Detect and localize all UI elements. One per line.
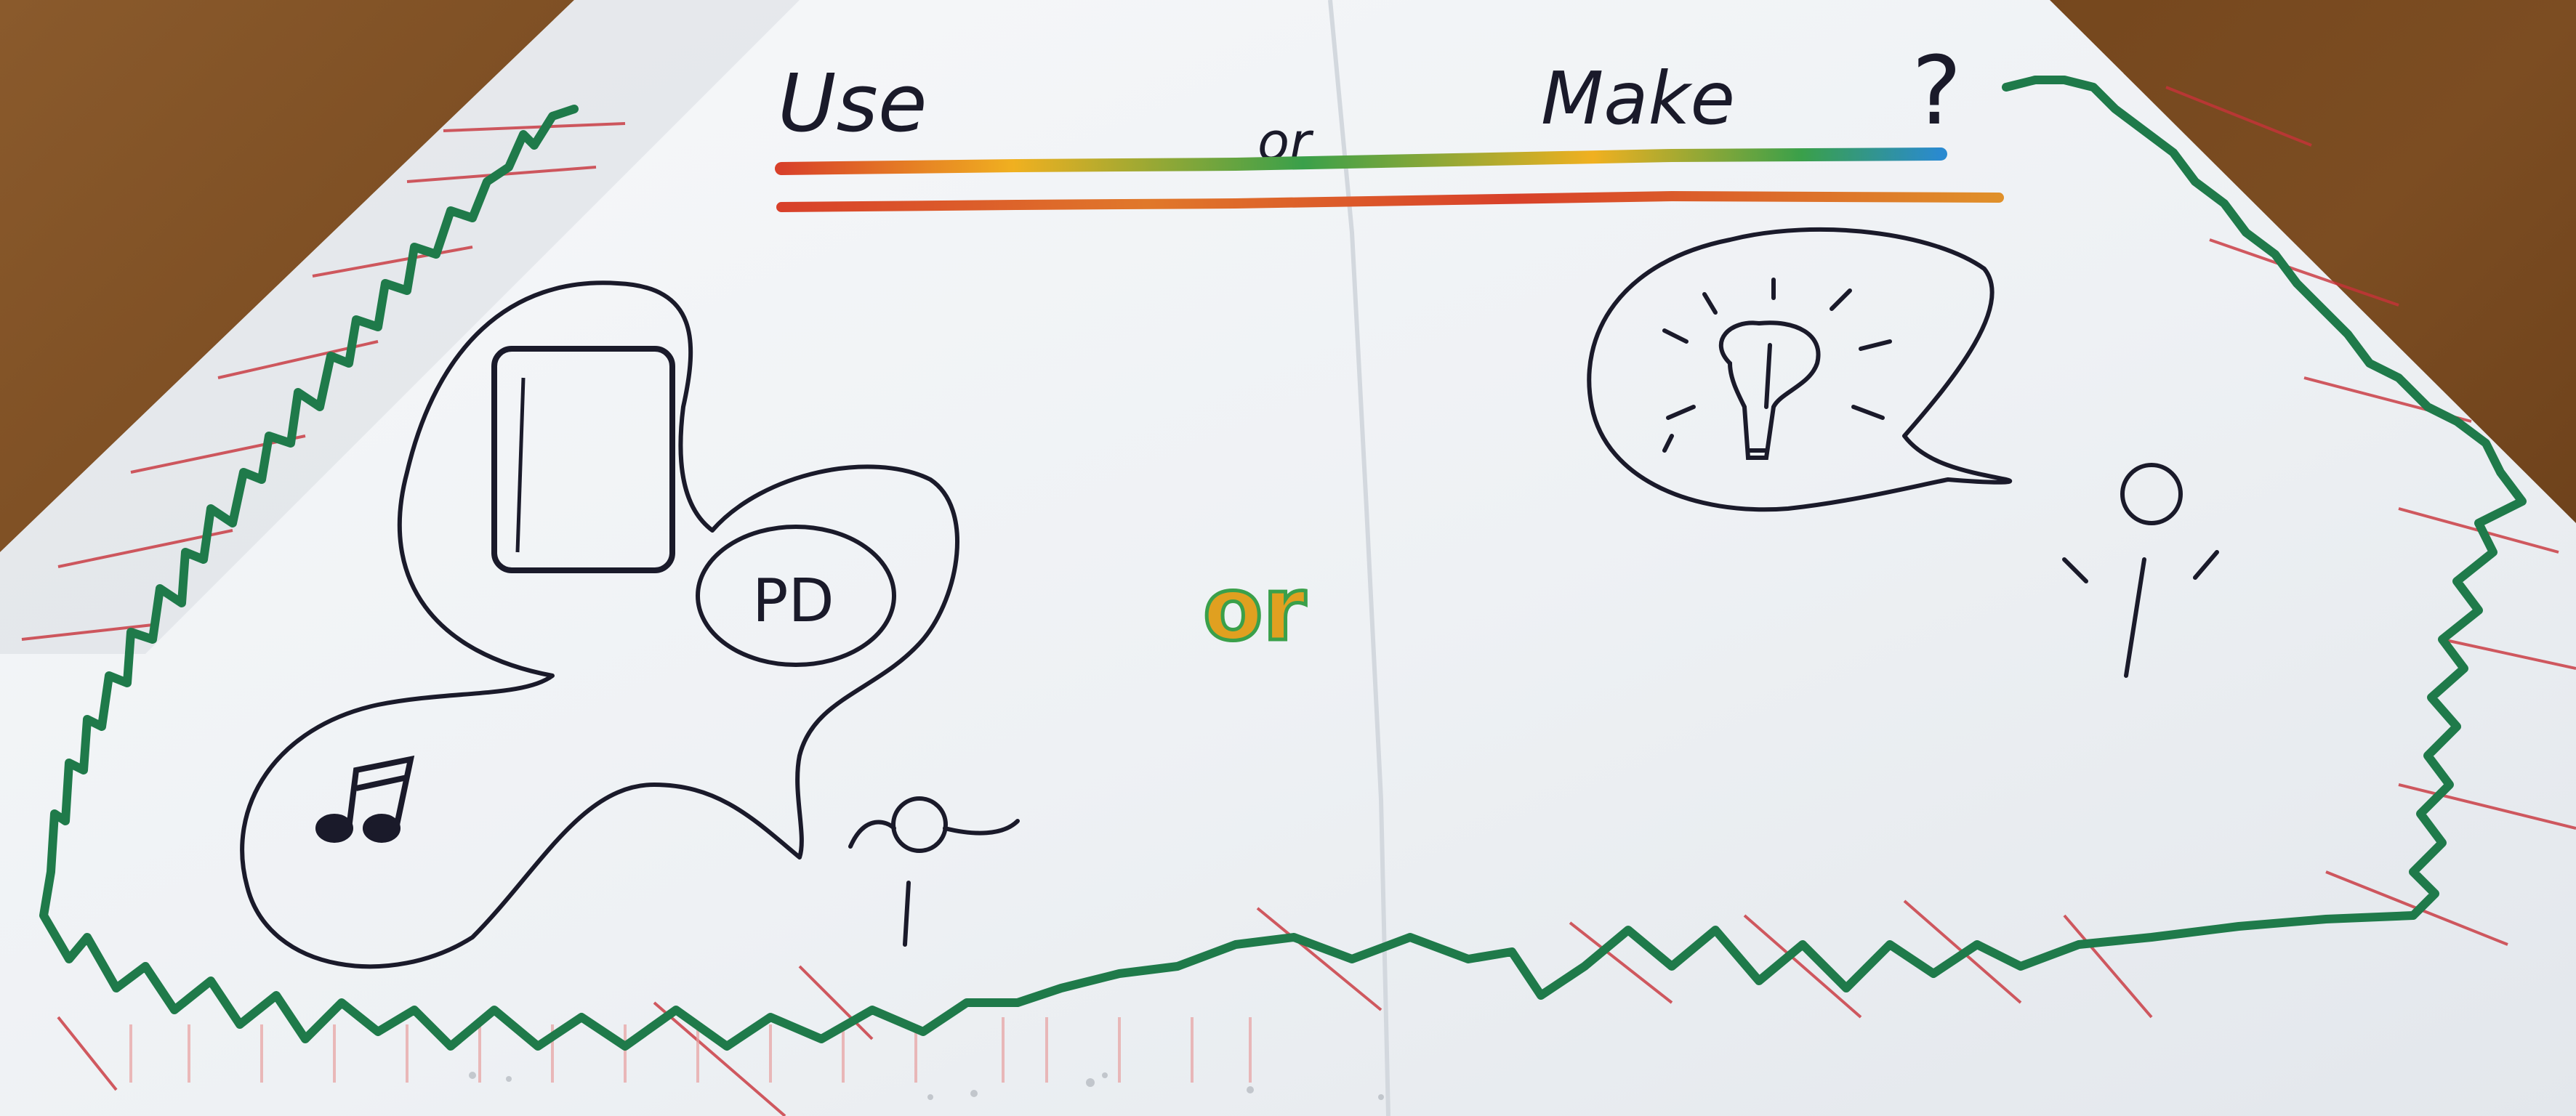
lightbulb-icon [1662,278,1892,460]
device-screen-icon [491,346,675,573]
paper-fold-line [1328,0,1390,1116]
rainbow-underline-top [775,147,1947,175]
rainbow-underline-bottom [776,190,2004,212]
title-use: Use [778,57,927,150]
pd-label: PD [752,567,834,636]
music-notes-icon [315,755,415,843]
bottom-smudges [469,1072,1384,1100]
middle-or-word: or [1203,559,1306,660]
paper-shadow [0,0,800,654]
title-question-mark: ? [1912,36,1962,146]
bottom-tick-marks [129,1017,1252,1083]
pd-circle [696,525,896,667]
green-zigzag-border [39,76,2527,1051]
right-thought-bubble [1587,227,2013,512]
title-make: Make [1541,56,1735,141]
left-thought-bubble [240,280,959,969]
stick-figure-right [2062,463,2219,678]
device-screen-inner-line [515,377,526,553]
stick-figure-left [848,796,1020,947]
